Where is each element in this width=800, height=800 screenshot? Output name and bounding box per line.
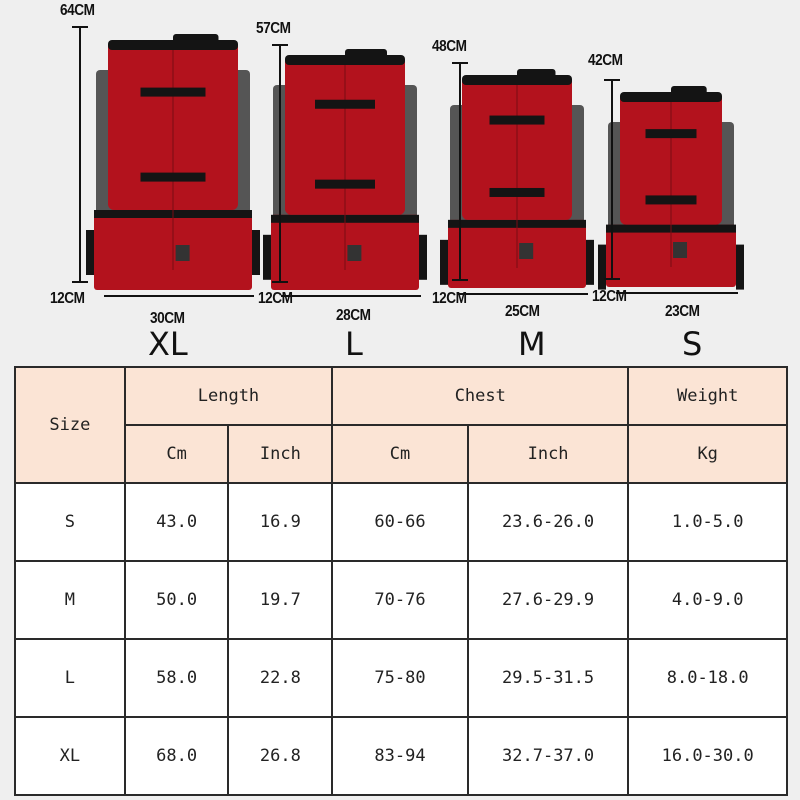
side-strap bbox=[736, 244, 744, 290]
strap-buckle bbox=[645, 129, 697, 139]
strap-buckle bbox=[645, 195, 697, 205]
strap-buckle bbox=[489, 187, 545, 197]
height-label: 42CM bbox=[588, 52, 623, 69]
strap-buckle bbox=[315, 179, 375, 189]
height-label: 64CM bbox=[60, 2, 95, 19]
table-cell: 58.0 bbox=[123, 638, 230, 718]
table-cell: 60-66 bbox=[331, 482, 469, 562]
side-strap bbox=[419, 234, 427, 280]
table-cell: 43.0 bbox=[123, 482, 230, 562]
product-size-illustration: 64CM 12CM 30CM XL 57CM 12CM 28CM L 48CM 12CM 25CM M… bbox=[0, 0, 800, 363]
logo-patch bbox=[519, 243, 534, 259]
table-cell: 27.6-29.9 bbox=[466, 560, 630, 640]
table-cell: M bbox=[14, 560, 126, 640]
size-letter: M bbox=[518, 325, 546, 363]
depth-label: 12CM bbox=[432, 290, 467, 307]
unit-length-inch: Inch bbox=[227, 424, 334, 484]
table-row: M 50.0 19.7 70-76 27.6-29.9 4.0-9.0 bbox=[14, 560, 788, 640]
handle bbox=[345, 49, 387, 61]
header-weight: Weight bbox=[627, 366, 788, 426]
table-cell: 26.8 bbox=[227, 716, 334, 796]
header-length: Length bbox=[123, 366, 334, 426]
table-cell: 70-76 bbox=[331, 560, 469, 640]
table-cell: 22.8 bbox=[227, 638, 334, 718]
header-chest: Chest bbox=[331, 366, 630, 426]
height-label: 57CM bbox=[256, 20, 291, 37]
table-cell: 8.0-18.0 bbox=[627, 638, 788, 718]
unit-chest-cm: Cm bbox=[331, 424, 469, 484]
table-row: L 58.0 22.8 75-80 29.5-31.5 8.0-18.0 bbox=[14, 638, 788, 718]
width-label: 25CM bbox=[505, 303, 540, 320]
strap-buckle bbox=[140, 172, 206, 182]
strap-buckle bbox=[315, 99, 375, 109]
table-cell: 1.0-5.0 bbox=[627, 482, 788, 562]
side-strap bbox=[263, 234, 271, 280]
table-cell: 32.7-37.0 bbox=[466, 716, 630, 796]
table-cell: 29.5-31.5 bbox=[466, 638, 630, 718]
table-cell: 75-80 bbox=[331, 638, 469, 718]
side-strap bbox=[86, 230, 94, 275]
table-cell: 19.7 bbox=[227, 560, 334, 640]
handle bbox=[517, 69, 556, 81]
table-cell: L bbox=[14, 638, 126, 718]
table-cell: 68.0 bbox=[123, 716, 230, 796]
depth-label: 12CM bbox=[592, 288, 627, 305]
table-row: S 43.0 16.9 60-66 23.6-26.0 1.0-5.0 bbox=[14, 482, 788, 562]
table-cell: S bbox=[14, 482, 126, 562]
table-row: XL 68.0 26.8 83-94 32.7-37.0 16.0-30.0 bbox=[14, 716, 788, 796]
header-size: Size bbox=[14, 366, 126, 484]
unit-weight-kg: Kg bbox=[627, 424, 788, 484]
height-label: 48CM bbox=[432, 38, 467, 55]
table-cell: 23.6-26.0 bbox=[466, 482, 630, 562]
handle bbox=[671, 86, 707, 98]
logo-patch bbox=[347, 245, 362, 261]
strap-buckle bbox=[489, 115, 545, 125]
side-strap bbox=[586, 239, 594, 285]
strap-buckle bbox=[140, 87, 206, 97]
side-strap bbox=[598, 244, 606, 290]
size-letter: XL bbox=[148, 325, 188, 363]
table-cell: 83-94 bbox=[331, 716, 469, 796]
size-letter: S bbox=[682, 325, 703, 363]
unit-length-cm: Cm bbox=[123, 424, 230, 484]
table-cell: 50.0 bbox=[123, 560, 230, 640]
handle bbox=[173, 34, 219, 46]
width-label: 28CM bbox=[336, 307, 371, 324]
depth-label: 12CM bbox=[50, 290, 85, 307]
side-strap bbox=[252, 230, 260, 275]
unit-chest-inch: Inch bbox=[466, 424, 630, 484]
depth-label: 12CM bbox=[258, 290, 293, 307]
table-cell: 4.0-9.0 bbox=[627, 560, 788, 640]
logo-patch bbox=[175, 245, 190, 261]
logo-patch bbox=[673, 242, 688, 258]
backpacks-graphic bbox=[72, 26, 744, 297]
size-letter: L bbox=[345, 325, 363, 363]
table-cell: 16.0-30.0 bbox=[627, 716, 788, 796]
width-label: 23CM bbox=[665, 303, 700, 320]
table-cell: XL bbox=[14, 716, 126, 796]
table-cell: 16.9 bbox=[227, 482, 334, 562]
width-label: 30CM bbox=[150, 310, 185, 327]
side-strap bbox=[440, 239, 448, 285]
size-table: Size Length Chest Weight Cm Inch Cm Inch… bbox=[14, 366, 788, 796]
